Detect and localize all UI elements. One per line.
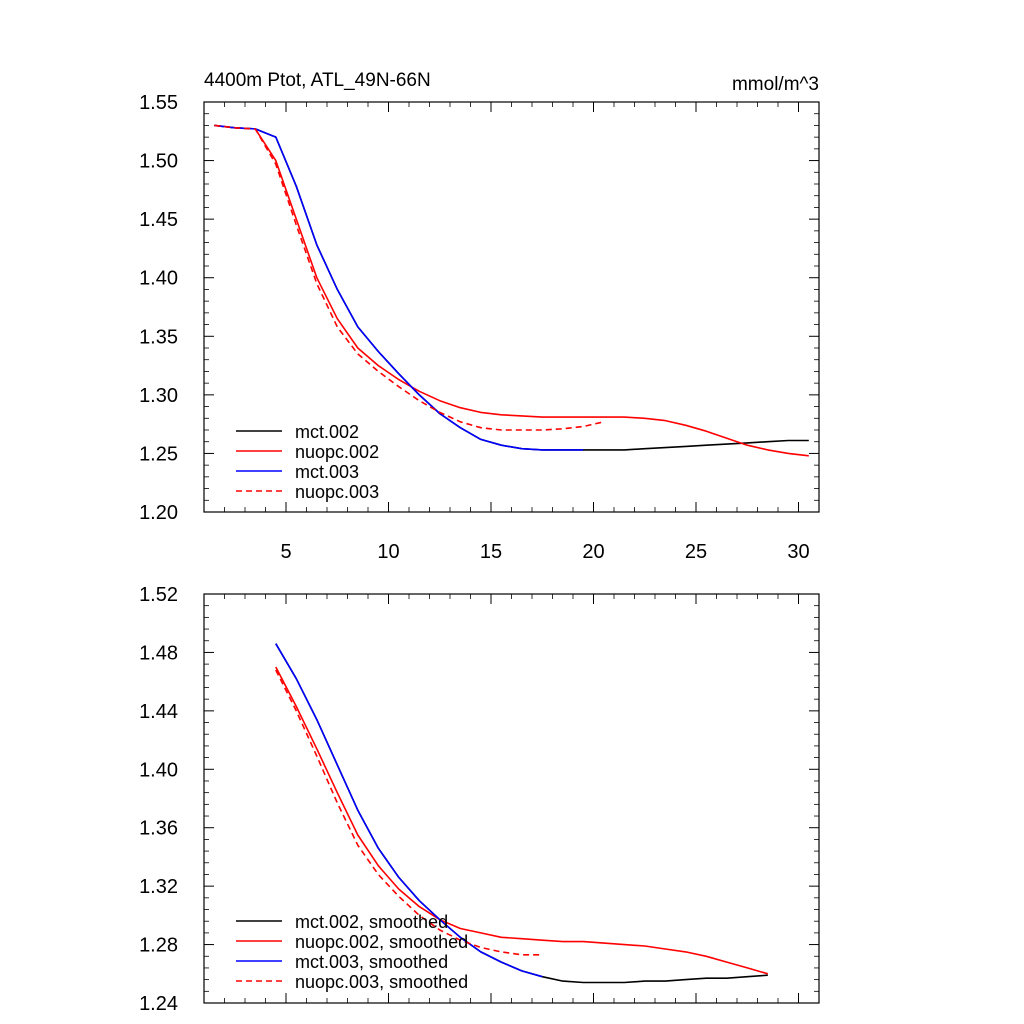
y-tick-label: 1.48 — [139, 642, 178, 664]
legend-label: nuopc.003, smoothed — [295, 972, 468, 992]
y-tick-label: 1.28 — [139, 935, 178, 957]
y-tick-label: 1.44 — [139, 701, 178, 723]
legend-label: mct.003, smoothed — [295, 952, 448, 972]
y-tick-label: 1.32 — [139, 876, 178, 898]
x-tick-label: 10 — [377, 541, 399, 563]
x-tick-label: 5 — [280, 541, 291, 563]
series-line-4 — [275, 669, 543, 956]
series-line-2 — [275, 666, 769, 975]
legend-label: mct.002 — [295, 422, 359, 442]
chart-panel-2: 1.24 1.28 1.32 1.36 1.40 1.44 1.48 1.52 mct.002,… — [139, 584, 820, 1015]
x-tick-label: 15 — [480, 541, 502, 563]
chart-panel-1: 5 10 15 20 25 30 1.20 1.25 1.30 1.35 1.40 1.45 1.50 1… — [139, 70, 820, 563]
legend-label: mct.002, smoothed — [295, 912, 448, 932]
x-tick-label: 25 — [685, 541, 707, 563]
y-tick-label: 1.35 — [139, 326, 178, 348]
series-line-4 — [214, 124, 604, 431]
legend-label: nuopc.003 — [295, 482, 379, 502]
y-tick-label: 1.40 — [139, 759, 178, 781]
legend-label: nuopc.002, smoothed — [295, 932, 468, 952]
legend-label: mct.003 — [295, 462, 359, 482]
chart-title: 4400m Ptot, ATL_49N-66N — [204, 70, 431, 91]
series-line-2 — [214, 124, 809, 457]
x-tick-label: 30 — [787, 541, 809, 563]
series-line-3 — [214, 124, 584, 451]
y-tick-label: 1.40 — [139, 268, 178, 290]
legend-label: nuopc.002 — [295, 442, 379, 462]
units-label: mmol/m^3 — [732, 74, 819, 95]
y-tick-label: 1.50 — [139, 151, 178, 173]
series-line-1 — [214, 124, 809, 451]
y-tick-label: 1.24 — [139, 993, 178, 1015]
y-tick-label: 1.20 — [139, 502, 178, 524]
y-tick-label: 1.25 — [139, 443, 178, 465]
y-tick-label: 1.45 — [139, 209, 178, 231]
y-tick-label: 1.30 — [139, 385, 178, 407]
y-tick-label: 1.52 — [139, 584, 178, 606]
series-line-3 — [275, 643, 543, 978]
y-tick-label: 1.36 — [139, 818, 178, 840]
x-tick-label: 20 — [582, 541, 604, 563]
y-tick-label: 1.55 — [139, 92, 178, 114]
